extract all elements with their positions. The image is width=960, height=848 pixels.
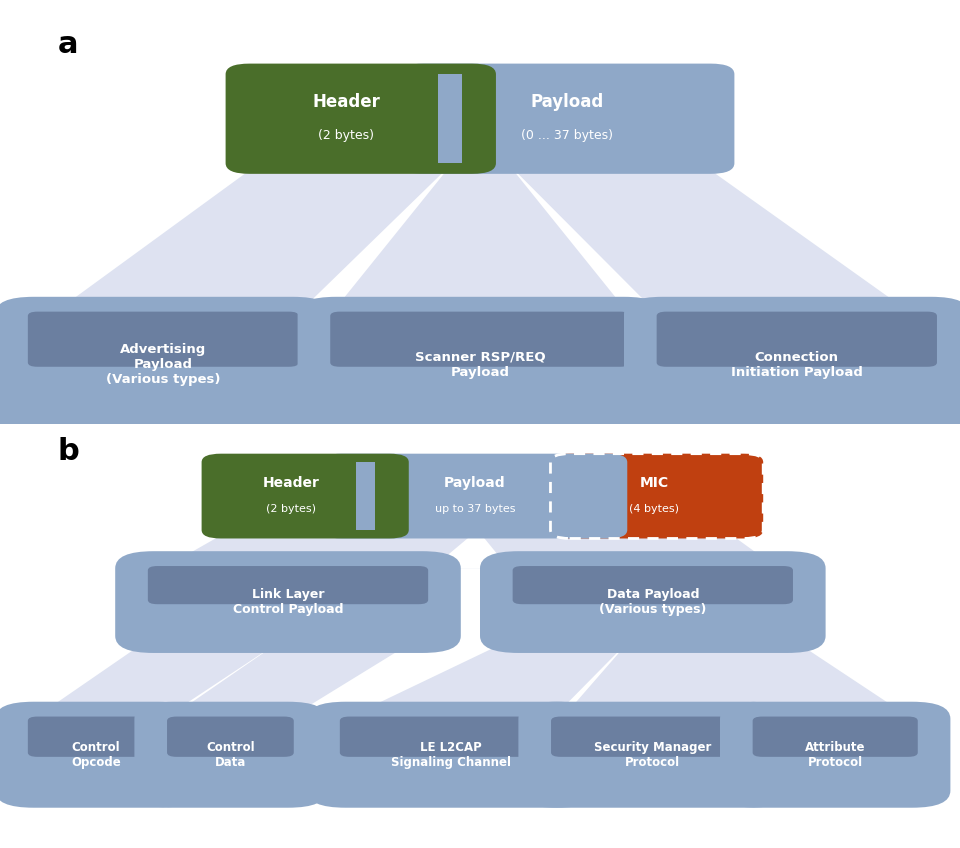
FancyBboxPatch shape — [480, 551, 826, 653]
Polygon shape — [432, 530, 509, 568]
FancyBboxPatch shape — [720, 702, 950, 807]
Text: Payload: Payload — [531, 92, 604, 111]
Polygon shape — [508, 163, 658, 314]
FancyBboxPatch shape — [298, 297, 662, 432]
FancyBboxPatch shape — [550, 454, 763, 538]
Polygon shape — [163, 530, 778, 568]
FancyBboxPatch shape — [657, 312, 937, 366]
FancyBboxPatch shape — [340, 717, 563, 756]
Text: Link Layer
Control Payload: Link Layer Control Payload — [232, 588, 344, 616]
FancyBboxPatch shape — [439, 75, 463, 163]
Text: (0 ... 37 bytes): (0 ... 37 bytes) — [521, 129, 613, 142]
Text: (2 bytes): (2 bytes) — [319, 129, 374, 142]
FancyBboxPatch shape — [28, 717, 164, 756]
Text: Data Payload
(Various types): Data Payload (Various types) — [599, 588, 707, 616]
Text: (4 bytes): (4 bytes) — [630, 504, 680, 514]
Text: Header: Header — [312, 92, 380, 111]
Text: Advertising
Payload
(Various types): Advertising Payload (Various types) — [106, 343, 221, 386]
Text: Payload: Payload — [444, 477, 506, 490]
Text: Connection
Initiation Payload: Connection Initiation Payload — [731, 350, 863, 379]
Polygon shape — [552, 636, 634, 719]
Text: Control
Opcode: Control Opcode — [71, 740, 121, 769]
FancyBboxPatch shape — [323, 454, 627, 538]
Text: Attribute
Protocol: Attribute Protocol — [804, 740, 866, 769]
FancyBboxPatch shape — [0, 297, 331, 432]
FancyBboxPatch shape — [226, 64, 496, 174]
FancyBboxPatch shape — [551, 717, 755, 756]
Text: MIC: MIC — [640, 477, 669, 490]
Text: (2 bytes): (2 bytes) — [266, 504, 316, 514]
Text: LE L2CAP
Signaling Channel: LE L2CAP Signaling Channel — [392, 740, 511, 769]
FancyBboxPatch shape — [167, 717, 294, 756]
FancyBboxPatch shape — [356, 462, 375, 530]
Polygon shape — [691, 636, 754, 719]
Polygon shape — [346, 636, 912, 719]
FancyBboxPatch shape — [400, 64, 734, 174]
Text: Control
Data: Control Data — [206, 740, 254, 769]
Polygon shape — [163, 636, 288, 719]
FancyBboxPatch shape — [307, 702, 595, 807]
Text: Header: Header — [262, 477, 320, 490]
FancyBboxPatch shape — [202, 454, 409, 538]
Text: Security Manager
Protocol: Security Manager Protocol — [594, 740, 711, 769]
Polygon shape — [53, 163, 912, 314]
Text: a: a — [58, 30, 78, 59]
Text: b: b — [58, 437, 80, 466]
FancyBboxPatch shape — [134, 702, 326, 807]
FancyBboxPatch shape — [0, 702, 197, 807]
FancyBboxPatch shape — [753, 717, 918, 756]
Text: up to 37 bytes: up to 37 bytes — [435, 504, 516, 514]
Text: Scanner RSP/REQ
Payload: Scanner RSP/REQ Payload — [415, 350, 545, 379]
FancyBboxPatch shape — [518, 702, 787, 807]
FancyBboxPatch shape — [624, 297, 960, 432]
FancyBboxPatch shape — [115, 551, 461, 653]
Polygon shape — [298, 163, 452, 314]
FancyBboxPatch shape — [330, 312, 630, 366]
FancyBboxPatch shape — [28, 312, 299, 366]
FancyBboxPatch shape — [513, 566, 793, 604]
Polygon shape — [34, 636, 422, 719]
FancyBboxPatch shape — [148, 566, 428, 604]
